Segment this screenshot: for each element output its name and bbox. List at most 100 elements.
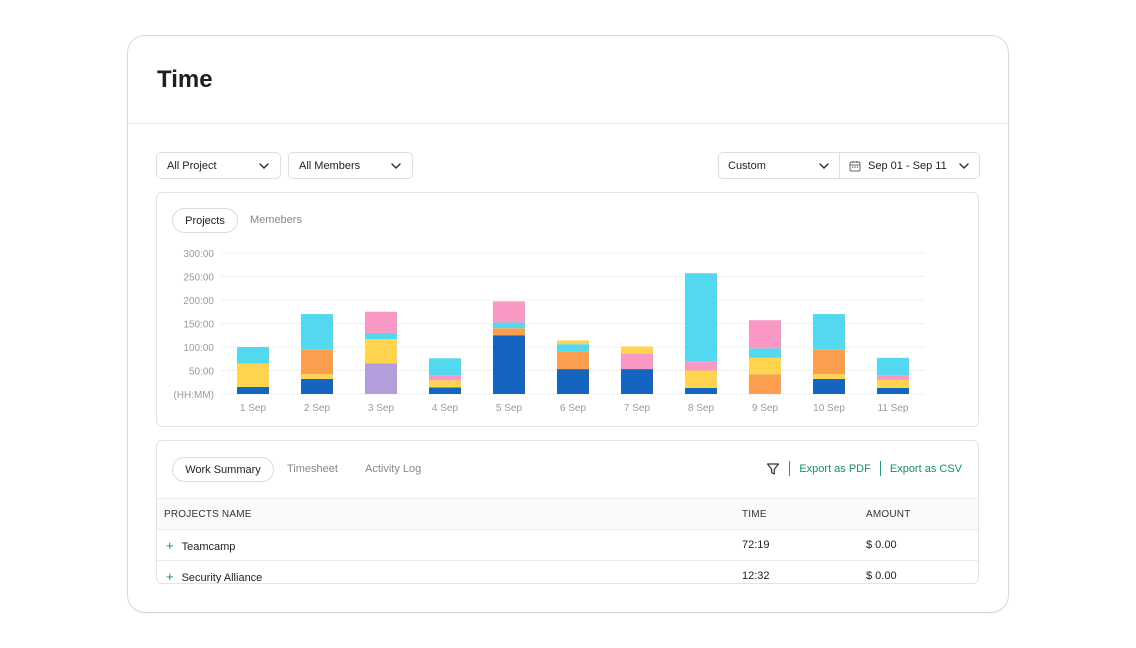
bar-segment (621, 369, 653, 394)
bar-segment (237, 363, 269, 387)
table-row[interactable]: + Security Alliance 12:32 $ 0.00 (157, 561, 978, 584)
expand-plus-icon[interactable]: + (166, 568, 174, 584)
column-header-name: PROJECTS NAME (157, 498, 741, 530)
summary-panel: Work Summary Timesheet Activity Log Expo… (156, 440, 979, 584)
tab-projects[interactable]: Projects (172, 208, 238, 233)
chevron-down-icon (819, 162, 829, 169)
x-tick-label: 4 Sep (432, 403, 459, 414)
x-tick-label: 3 Sep (368, 403, 395, 414)
bar-segment (493, 328, 525, 336)
bar-segment (301, 378, 333, 394)
chevron-down-icon (959, 162, 969, 169)
project-amount: $ 0.00 (866, 570, 897, 582)
bar-segment (557, 340, 589, 345)
bar-segment (877, 357, 909, 376)
project-time: 72:19 (741, 529, 865, 561)
bar-segment (493, 322, 525, 329)
header-divider (128, 123, 1008, 124)
y-tick-label: 150:00 (183, 320, 214, 331)
tab-work-summary[interactable]: Work Summary (172, 457, 274, 482)
x-tick-label: 10 Sep (813, 403, 845, 414)
project-name-cell: + Teamcamp (157, 529, 741, 561)
time-report-card: Time All Project All Members Custom Sep … (127, 35, 1009, 613)
stacked-bar-chart: 50:00 100:00 150:00 200:00 250:00 300:00 (HH:M… (173, 249, 925, 414)
project-amount: $ 0.00 (865, 529, 978, 561)
bar-segment (877, 387, 909, 394)
table-header-row: PROJECTS NAME TIME AMOUNT (157, 498, 978, 530)
bar-segment (237, 386, 269, 394)
period-select[interactable]: Custom (719, 153, 840, 178)
period-label: Custom (728, 159, 766, 172)
bar-segment (557, 344, 589, 352)
bar-segment (877, 375, 909, 380)
bar-segment (749, 320, 781, 349)
bar-segment (557, 369, 589, 394)
chart-panel: Projects Memebers 50:00 100:00 150:00 200:0… (156, 192, 979, 427)
tab-activity-log[interactable]: Activity Log (365, 463, 422, 475)
action-divider (879, 461, 881, 476)
x-tick-label: 7 Sep (624, 403, 651, 414)
page-title: Time (157, 66, 213, 93)
bar-segment (493, 301, 525, 323)
chevron-down-icon (391, 162, 401, 169)
date-range-label: Sep 01 - Sep 11 (868, 159, 947, 172)
bar-segment (237, 347, 269, 364)
bar-segment (685, 273, 717, 362)
bar-segment (365, 311, 397, 333)
project-name: Security Alliance (181, 571, 263, 584)
x-tick-label: 6 Sep (560, 403, 587, 414)
bar-segment (557, 351, 589, 370)
bar-segment (365, 332, 397, 340)
x-tick-label: 8 Sep (688, 403, 715, 414)
bar-segment (429, 358, 461, 376)
y-tick-label: 300:00 (183, 249, 214, 260)
members-filter-label: All Members (299, 159, 361, 172)
x-tick-label: 9 Sep (752, 403, 779, 414)
work-summary-table: PROJECTS NAME TIME AMOUNT + Teamcamp 72:1… (157, 498, 978, 584)
column-header-amount: AMOUNT (865, 498, 978, 530)
calendar-icon (849, 160, 861, 171)
chevron-down-icon (259, 162, 269, 169)
bar-segment (621, 353, 653, 370)
x-tick-label: 5 Sep (496, 403, 523, 414)
x-tick-label: 1 Sep (240, 403, 267, 414)
y-axis-label: (HH:MM) (173, 390, 214, 401)
bar-segment (813, 374, 845, 379)
bar-segment (749, 357, 781, 375)
x-tick-label: 11 Sep (878, 403, 909, 414)
x-tick-label: 2 Sep (304, 403, 331, 414)
date-range-select[interactable]: Sep 01 - Sep 11 (840, 153, 979, 178)
y-tick-label: 100:00 (183, 343, 214, 354)
bar-segment (429, 387, 461, 394)
project-time: 12:32 (742, 570, 770, 582)
expand-plus-icon[interactable]: + (166, 537, 174, 553)
export-csv-link[interactable]: Export as CSV (889, 462, 962, 475)
project-filter-select[interactable]: All Project (156, 152, 281, 179)
project-name-cell: + Security Alliance (157, 561, 741, 584)
bar-segment (493, 335, 525, 394)
bar-segment (301, 374, 333, 379)
members-filter-select[interactable]: All Members (288, 152, 413, 179)
bar-segment (685, 361, 717, 371)
bar-segment (301, 349, 333, 375)
bar-segment (365, 339, 397, 364)
bar-segment (685, 387, 717, 394)
bar-segment (813, 378, 845, 394)
y-tick-label: 250:00 (183, 273, 214, 284)
bar-segment (813, 314, 845, 350)
bar-segment (429, 375, 461, 381)
bar-segment (877, 379, 909, 388)
tab-timesheet[interactable]: Timesheet (287, 463, 338, 475)
project-filter-label: All Project (167, 159, 217, 172)
bar-segment (813, 349, 845, 375)
tab-members[interactable]: Memebers (250, 214, 302, 226)
y-tick-label: 50:00 (189, 367, 214, 378)
bar-segment (301, 314, 333, 350)
table-row[interactable]: + Teamcamp 72:19 $ 0.00 (157, 529, 978, 561)
export-pdf-link[interactable]: Export as PDF (799, 462, 871, 475)
bar-segment (429, 380, 461, 388)
filter-icon[interactable] (766, 462, 780, 476)
date-filter-group: Custom Sep 01 - Sep 11 (718, 152, 980, 179)
action-divider (789, 461, 791, 476)
y-tick-label: 200:00 (183, 296, 214, 307)
